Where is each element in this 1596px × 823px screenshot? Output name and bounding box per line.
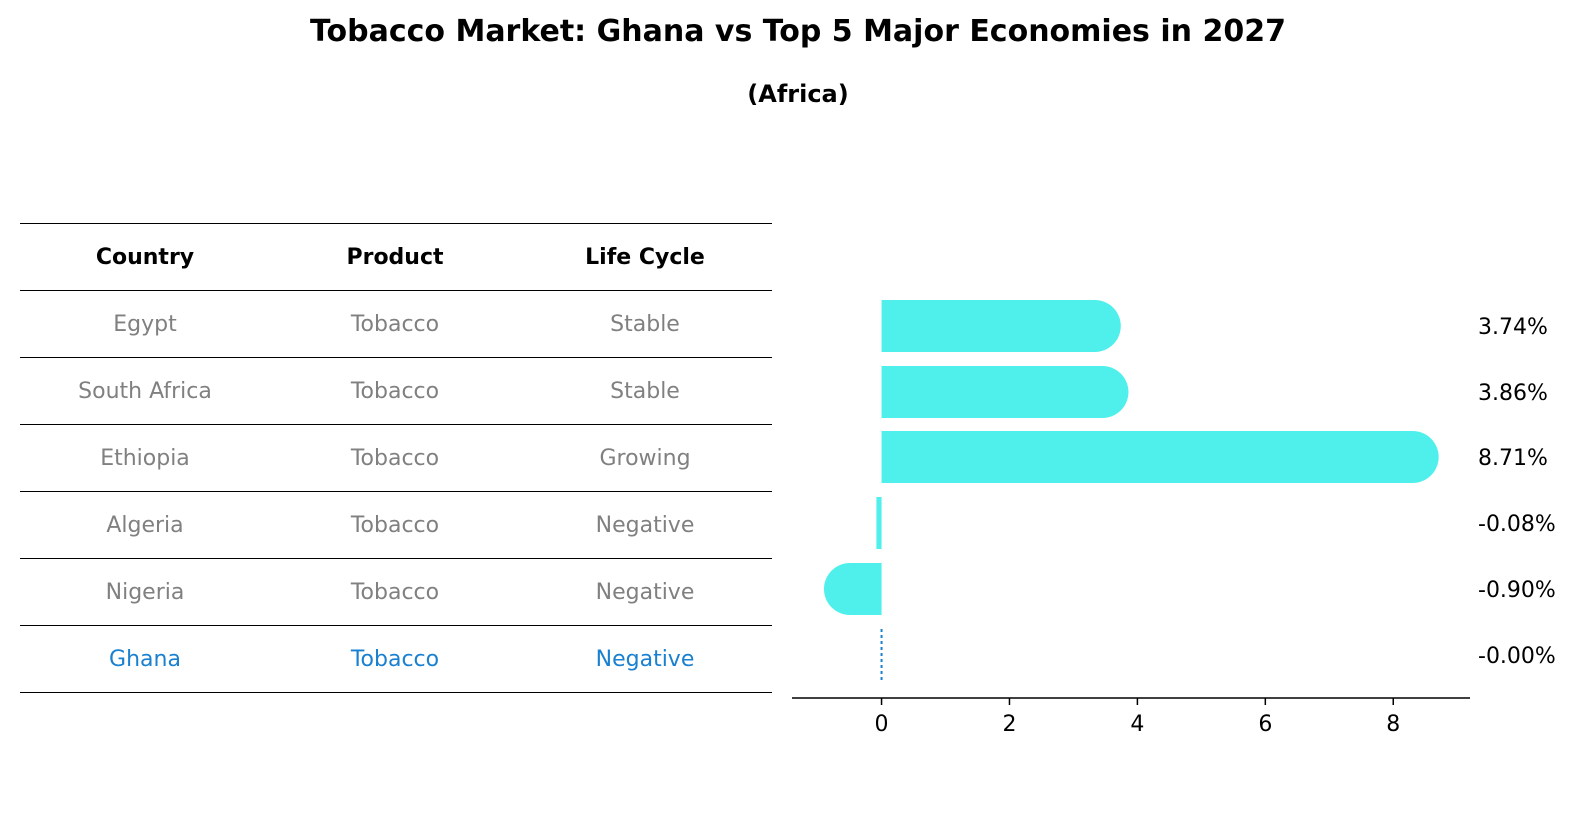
cell-product: Tobacco: [350, 445, 440, 471]
x-tick-label: 0: [875, 712, 889, 737]
cell-country: Nigeria: [105, 579, 185, 605]
cell-life-cycle: Negative: [595, 579, 695, 605]
cell-product: Tobacco: [350, 646, 440, 672]
bar-value-label: 3.74%: [1478, 315, 1548, 340]
table-row-highlighted: Ghana Tobacco Negative: [20, 625, 772, 693]
header-country: Country: [95, 244, 195, 270]
table-row: Algeria Tobacco Negative: [20, 491, 772, 558]
x-tick-label: 4: [1130, 712, 1144, 737]
cell-life-cycle: Negative: [595, 512, 695, 538]
bar-value-label: -0.00%: [1478, 644, 1556, 669]
bar-value-label: 8.71%: [1478, 446, 1548, 471]
bar: [823, 563, 882, 615]
x-tick-label: 8: [1386, 712, 1400, 737]
bar-value-label: -0.08%: [1478, 512, 1556, 537]
x-tick-label: 2: [1002, 712, 1016, 737]
bar: [881, 300, 1121, 352]
cell-life-cycle: Stable: [610, 378, 680, 404]
table-row: Nigeria Tobacco Negative: [20, 558, 772, 625]
chart-subtitle: (Africa): [747, 80, 849, 108]
chart-title: Tobacco Market: Ghana vs Top 5 Major Eco…: [310, 14, 1286, 49]
table-header-row: Country Product Life Cycle: [20, 223, 772, 290]
cell-country: Egypt: [113, 311, 177, 337]
cell-product: Tobacco: [350, 311, 440, 337]
bar: [881, 366, 1129, 418]
cell-country: Ghana: [109, 646, 181, 672]
cell-country: Ethiopia: [100, 445, 190, 471]
table-row: Ethiopia Tobacco Growing: [20, 424, 772, 491]
bar-value-label: 3.86%: [1478, 381, 1548, 406]
cell-product: Tobacco: [350, 579, 440, 605]
bar: [881, 431, 1439, 483]
cell-life-cycle: Stable: [610, 311, 680, 337]
cell-country: Algeria: [106, 512, 184, 538]
comparison-table: Country Product Life Cycle Egypt Tobacco…: [20, 223, 772, 693]
cell-life-cycle: Negative: [595, 646, 695, 672]
x-tick-label: 6: [1258, 712, 1272, 737]
cell-product: Tobacco: [350, 378, 440, 404]
cell-country: South Africa: [78, 378, 212, 404]
bar: [876, 497, 882, 549]
table-row: South Africa Tobacco Stable: [20, 357, 772, 424]
cell-life-cycle: Growing: [599, 445, 691, 471]
table-row: Egypt Tobacco Stable: [20, 290, 772, 357]
header-life-cycle: Life Cycle: [585, 244, 705, 270]
header-product: Product: [346, 244, 444, 270]
bar-value-label: -0.90%: [1478, 578, 1556, 603]
cell-product: Tobacco: [350, 512, 440, 538]
